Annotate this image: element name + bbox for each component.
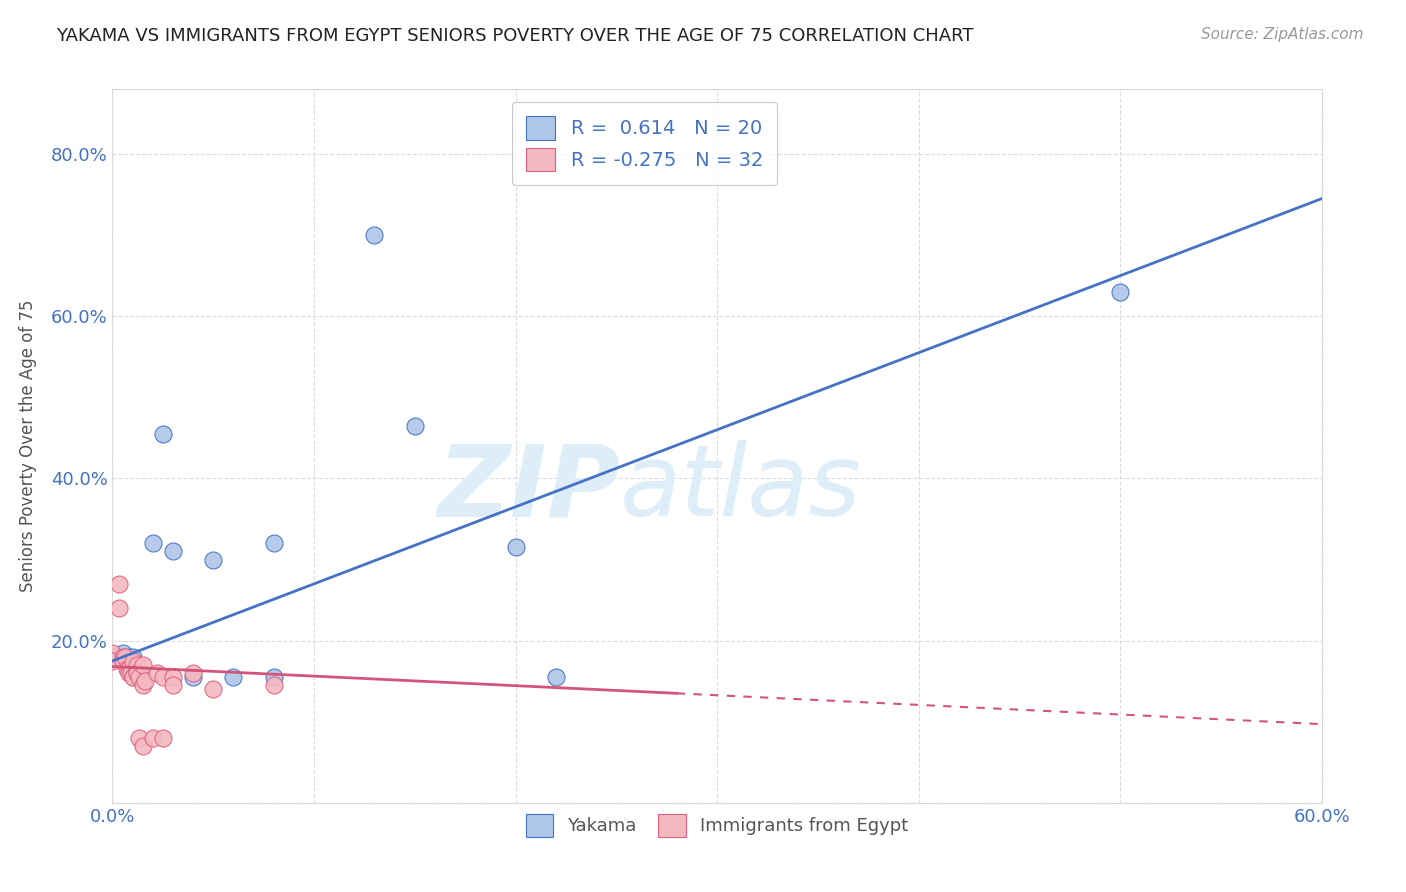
Point xyxy=(117,654,139,668)
Point xyxy=(111,649,134,664)
Point xyxy=(125,666,148,681)
Point xyxy=(101,646,124,660)
Point xyxy=(202,552,225,566)
Point xyxy=(162,670,184,684)
Point xyxy=(121,654,143,668)
Point xyxy=(132,657,155,672)
Point xyxy=(162,544,184,558)
Point xyxy=(142,731,165,745)
Point xyxy=(146,666,169,681)
Point xyxy=(263,670,285,684)
Legend: Yakama, Immigrants from Egypt: Yakama, Immigrants from Egypt xyxy=(519,807,915,844)
Point xyxy=(152,670,174,684)
Point xyxy=(1109,285,1132,299)
Point xyxy=(101,649,124,664)
Point xyxy=(263,678,285,692)
Point xyxy=(107,577,129,591)
Point xyxy=(128,731,150,745)
Point xyxy=(115,662,138,676)
Text: Source: ZipAtlas.com: Source: ZipAtlas.com xyxy=(1201,27,1364,42)
Point xyxy=(121,670,143,684)
Point xyxy=(142,536,165,550)
Point xyxy=(117,666,139,681)
Point xyxy=(107,601,129,615)
Point xyxy=(117,662,139,676)
Point xyxy=(505,541,527,555)
Point xyxy=(111,646,134,660)
Text: YAKAMA VS IMMIGRANTS FROM EGYPT SENIORS POVERTY OVER THE AGE OF 75 CORRELATION C: YAKAMA VS IMMIGRANTS FROM EGYPT SENIORS … xyxy=(56,27,974,45)
Point xyxy=(132,670,155,684)
Point xyxy=(121,654,143,668)
Point xyxy=(121,649,143,664)
Point xyxy=(125,657,148,672)
Point xyxy=(152,731,174,745)
Y-axis label: Seniors Poverty Over the Age of 75: Seniors Poverty Over the Age of 75 xyxy=(18,300,37,592)
Point xyxy=(134,674,156,689)
Point xyxy=(152,426,174,441)
Point xyxy=(202,682,225,697)
Point xyxy=(132,678,155,692)
Point xyxy=(111,654,134,668)
Point xyxy=(114,649,136,664)
Text: ZIP: ZIP xyxy=(437,441,620,537)
Point xyxy=(132,739,155,753)
Point xyxy=(181,670,204,684)
Point xyxy=(121,670,143,684)
Point xyxy=(222,670,245,684)
Point xyxy=(181,666,204,681)
Point xyxy=(404,418,426,433)
Point xyxy=(117,649,139,664)
Point xyxy=(162,678,184,692)
Point xyxy=(128,670,150,684)
Point xyxy=(125,666,148,681)
Text: atlas: atlas xyxy=(620,441,862,537)
Point xyxy=(544,670,567,684)
Point xyxy=(263,536,285,550)
Point xyxy=(101,654,124,668)
Point xyxy=(120,666,142,681)
Point xyxy=(363,228,385,243)
